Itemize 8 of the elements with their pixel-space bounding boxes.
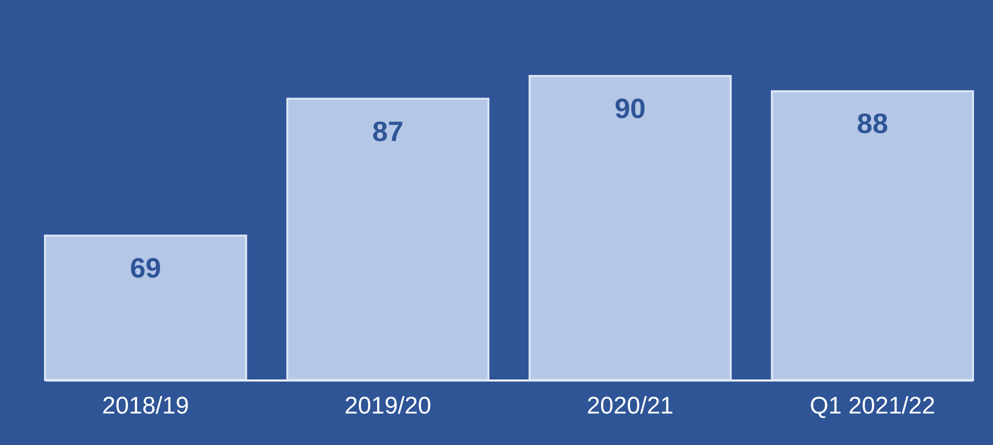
x-tick-label: 2018/19 — [102, 392, 189, 420]
data-label: 87 — [372, 116, 404, 147]
x-tick-label: Q1 2021/22 — [810, 392, 936, 420]
data-label: 90 — [614, 93, 646, 124]
x-tick-label: 2019/20 — [344, 392, 432, 420]
data-label: 69 — [130, 252, 162, 284]
x-tick-label: 2020/21 — [586, 392, 674, 420]
data-label: 88 — [856, 108, 888, 140]
